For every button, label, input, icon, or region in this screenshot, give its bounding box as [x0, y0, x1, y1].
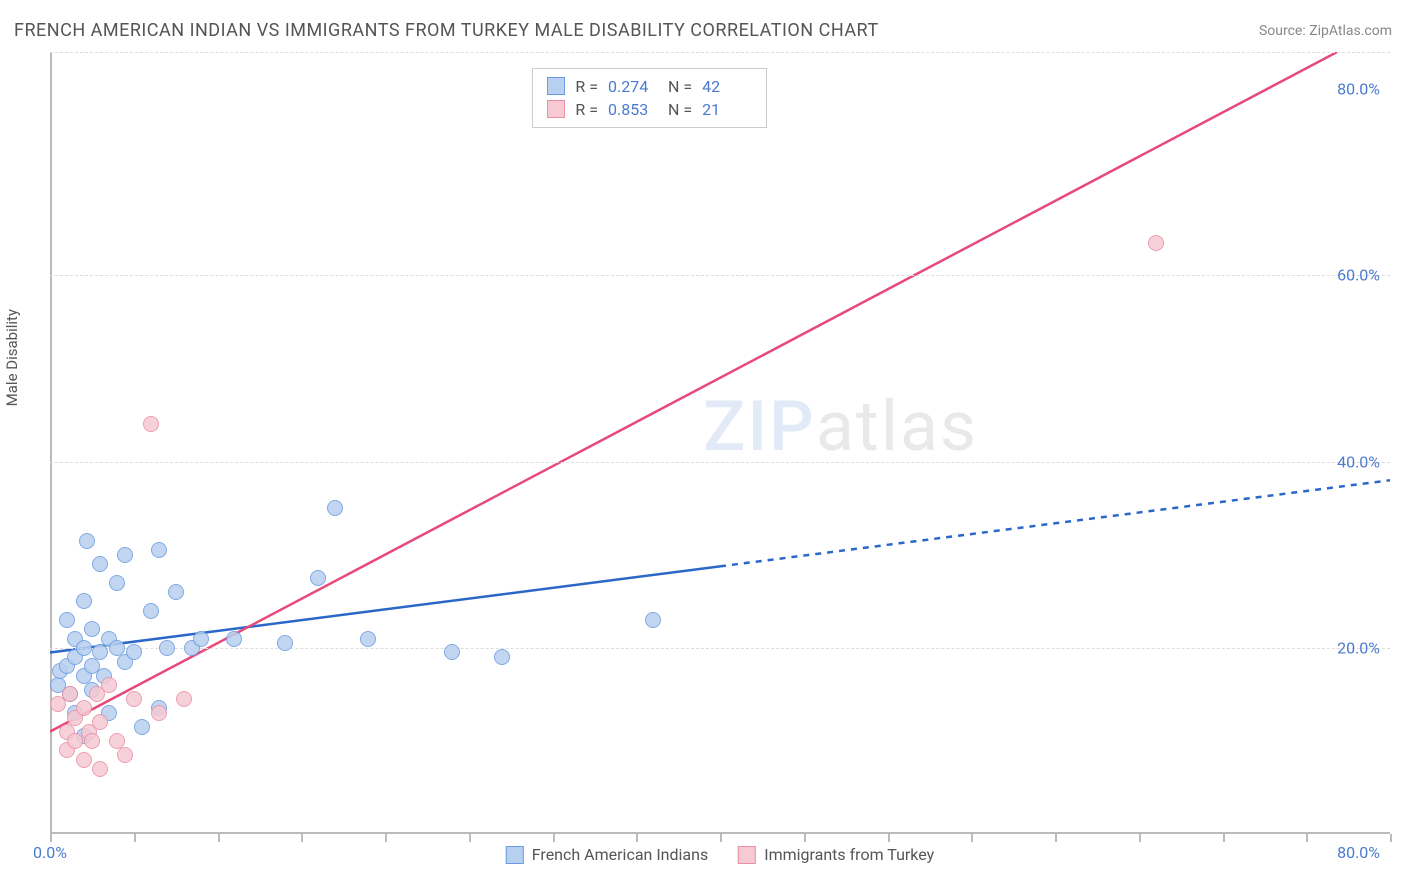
data-point	[168, 584, 184, 600]
x-tick	[888, 834, 890, 842]
y-tick-label: 60.0%	[1337, 266, 1380, 285]
data-point	[126, 644, 142, 660]
x-tick-label: 0.0%	[33, 843, 67, 862]
y-tick-label: 40.0%	[1337, 452, 1380, 471]
legend-stat-row: R = 0.274 N = 42	[547, 75, 752, 98]
legend-swatch	[547, 77, 565, 95]
data-point	[84, 621, 100, 637]
y-axis	[50, 52, 52, 834]
x-tick	[218, 834, 220, 842]
x-tick	[636, 834, 638, 842]
x-tick	[553, 834, 555, 842]
x-tick	[1223, 834, 1225, 842]
grid-line	[50, 462, 1390, 463]
data-point	[92, 714, 108, 730]
data-point	[151, 542, 167, 558]
legend-label: French American Indians	[532, 845, 708, 864]
data-point	[159, 640, 175, 656]
data-point	[117, 547, 133, 563]
regression-lines	[50, 52, 1390, 834]
data-point	[76, 640, 92, 656]
grid-line	[50, 648, 1390, 649]
legend-swatch	[547, 100, 565, 118]
data-point	[327, 500, 343, 516]
r-value: 0.274	[608, 77, 658, 96]
grid-line	[50, 52, 1390, 53]
legend-label: Immigrants from Turkey	[764, 845, 934, 864]
n-value: 42	[702, 77, 752, 96]
data-point	[76, 752, 92, 768]
x-tick	[804, 834, 806, 842]
data-point	[62, 686, 78, 702]
data-point	[134, 719, 150, 735]
data-point	[59, 612, 75, 628]
data-point	[193, 631, 209, 647]
legend-item: Immigrants from Turkey	[738, 845, 934, 864]
data-point	[444, 644, 460, 660]
n-label: N =	[668, 77, 692, 96]
data-point	[76, 593, 92, 609]
correlation-legend: R = 0.274 N = 42 R = 0.853 N = 21	[532, 68, 767, 128]
x-tick	[134, 834, 136, 842]
n-value: 21	[702, 100, 752, 119]
watermark: ZIPatlas	[703, 386, 978, 468]
chart-title: FRENCH AMERICAN INDIAN VS IMMIGRANTS FRO…	[14, 20, 879, 41]
data-point	[143, 416, 159, 432]
scatter-plot: ZIPatlas R =0.274N =42R =0.853N =21 Fren…	[50, 52, 1390, 834]
data-point	[226, 631, 242, 647]
x-tick	[1139, 834, 1141, 842]
data-point	[143, 603, 159, 619]
r-label: R =	[575, 100, 598, 119]
data-point	[176, 691, 192, 707]
data-point	[84, 733, 100, 749]
x-tick	[301, 834, 303, 842]
x-tick	[385, 834, 387, 842]
data-point	[76, 700, 92, 716]
watermark-atlas: atlas	[816, 386, 978, 468]
data-point	[92, 644, 108, 660]
r-value: 0.853	[608, 100, 658, 119]
grid-line	[50, 275, 1390, 276]
legend-stat-row: R = 0.853 N = 21	[547, 98, 752, 121]
data-point	[92, 761, 108, 777]
data-point	[494, 649, 510, 665]
x-tick	[720, 834, 722, 842]
legend-item: French American Indians	[506, 845, 708, 864]
y-axis-label: Male Disability	[3, 309, 21, 406]
legend-swatch	[738, 846, 756, 864]
data-point	[277, 635, 293, 651]
series-legend: French American Indians Immigrants from T…	[506, 845, 934, 864]
x-tick	[1390, 834, 1392, 842]
data-point	[92, 556, 108, 572]
data-point	[360, 631, 376, 647]
data-point	[151, 705, 167, 721]
legend-swatch	[506, 846, 524, 864]
x-tick	[1055, 834, 1057, 842]
data-point	[126, 691, 142, 707]
data-point	[79, 533, 95, 549]
source-attribution: Source: ZipAtlas.com	[1259, 23, 1392, 39]
x-tick	[1306, 834, 1308, 842]
x-tick	[971, 834, 973, 842]
x-tick	[469, 834, 471, 842]
n-label: N =	[668, 100, 692, 119]
r-label: R =	[575, 77, 598, 96]
data-point	[109, 575, 125, 591]
watermark-zip: ZIP	[703, 386, 816, 468]
x-tick-label: 80.0%	[1337, 843, 1380, 862]
data-point	[101, 677, 117, 693]
data-point	[1148, 235, 1164, 251]
data-point	[645, 612, 661, 628]
y-tick-label: 20.0%	[1337, 638, 1380, 657]
data-point	[310, 570, 326, 586]
y-tick-label: 80.0%	[1337, 80, 1380, 99]
x-tick	[50, 834, 52, 842]
data-point	[117, 747, 133, 763]
